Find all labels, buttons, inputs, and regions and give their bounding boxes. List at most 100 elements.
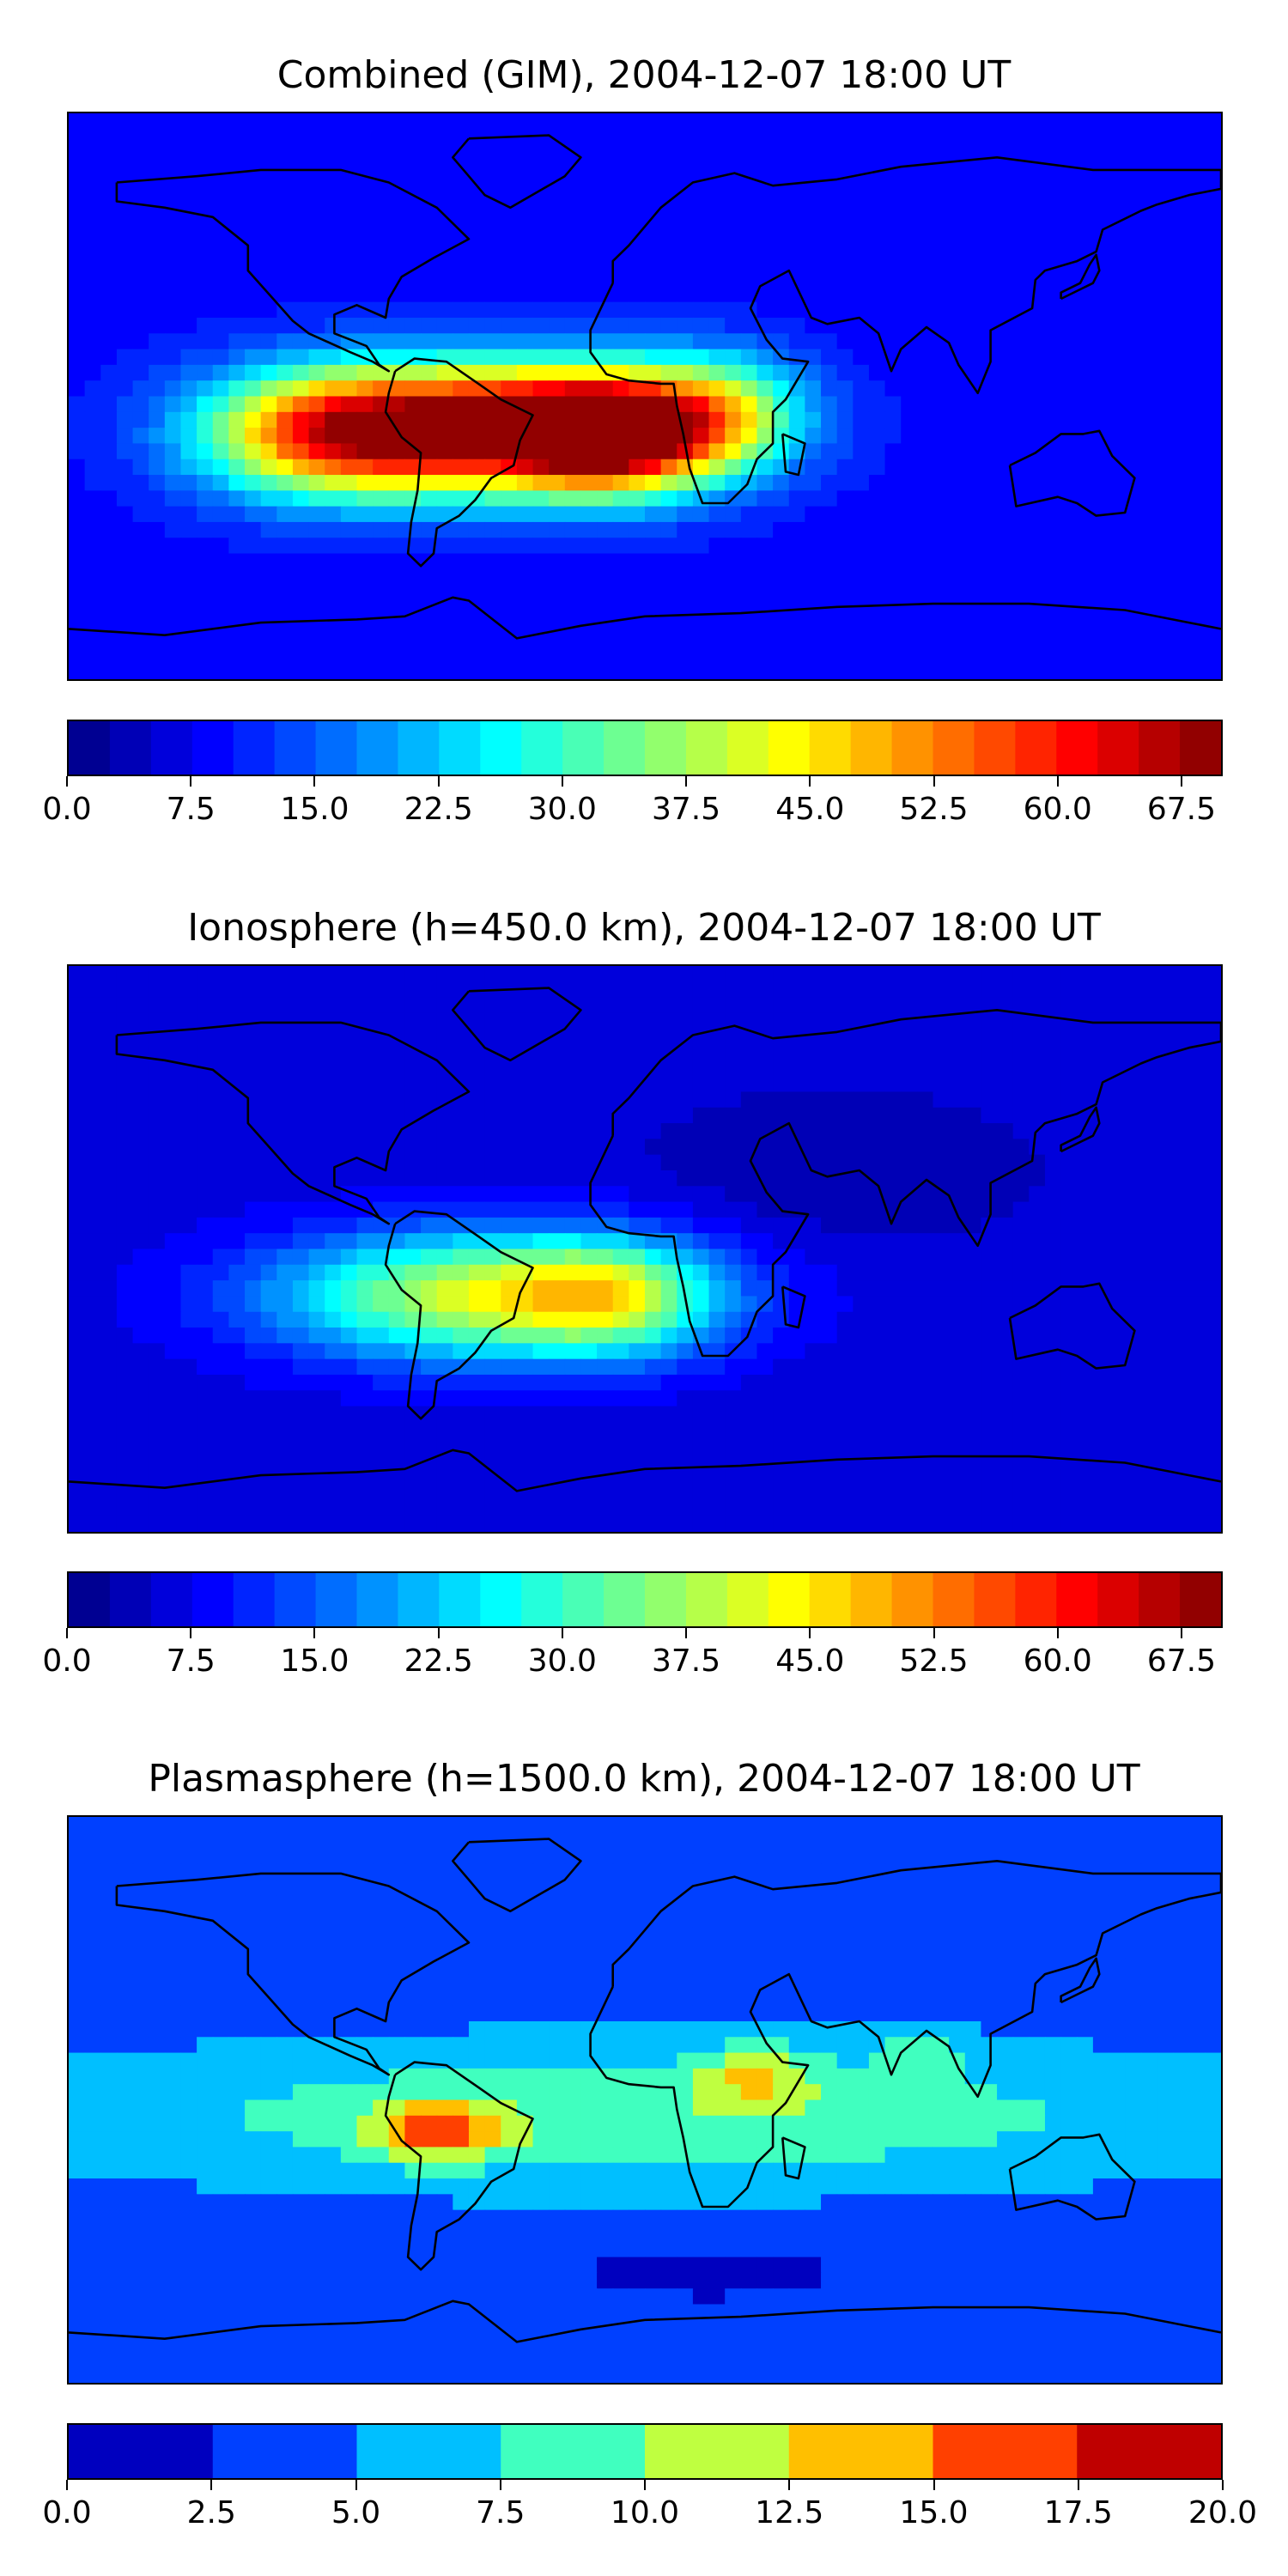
heatmap-cell [292,1264,310,1281]
heatmap-cell [756,663,774,679]
heatmap-cell [197,144,214,161]
japan-coastline [1060,253,1101,301]
heatmap-cell [260,333,277,350]
heatmap-cell [949,411,966,428]
heatmap-cell [916,1201,934,1218]
heatmap-cell [228,585,246,602]
colorbar-segment [645,721,687,775]
heatmap-cell [1109,1296,1126,1313]
heatmap-cell [821,1453,838,1470]
heatmap-cell [805,663,822,679]
heatmap-cell [197,333,214,350]
heatmap-cell [1140,1012,1158,1030]
heatmap-cell [325,1374,342,1391]
heatmap-cell [916,270,934,287]
heatmap-cell [740,428,758,445]
heatmap-cell [501,647,518,665]
heatmap-cell [949,1186,966,1203]
heatmap-cell [853,490,870,507]
heatmap-cell [197,475,214,491]
heatmap-cell [788,1107,805,1124]
heatmap-cell [629,1091,646,1109]
heatmap-cell [660,223,677,240]
heatmap-cell [805,396,822,413]
heatmap-cell [1157,1139,1174,1156]
heatmap-cell [916,553,934,570]
heatmap-cell [549,1044,566,1061]
heatmap-cell [1140,966,1158,982]
heatmap-cell [1060,160,1078,177]
heatmap-cell [501,600,518,617]
heatmap-cell [212,538,229,555]
heatmap-cell [773,1154,790,1171]
heatmap-cell [660,317,677,334]
heatmap-cell [436,349,453,366]
heatmap-cell [69,538,86,555]
heatmap-cell [1077,1139,1094,1156]
heatmap-cell [1173,647,1190,665]
heatmap-cell [388,966,406,982]
heatmap-cell [388,475,406,491]
heatmap-cell [868,1217,886,1234]
heatmap-cell [245,1264,262,1281]
heatmap-cell [692,1374,710,1391]
heatmap-cell [308,1327,325,1344]
heatmap-cell [836,1233,854,1250]
heatmap-cell [756,1091,774,1109]
heatmap-cell [708,997,726,1014]
heatmap-cell [69,647,86,665]
heatmap-cell [164,1327,182,1344]
heatmap-cell [884,207,902,224]
heatmap-cell [1188,1107,1206,1124]
heatmap-cell [1188,1091,1206,1109]
heatmap-cell [1125,997,1142,1014]
heatmap-cell [549,997,566,1014]
heatmap-cell [916,663,934,679]
heatmap-cell [132,1296,149,1313]
heatmap-cell [1029,1186,1046,1203]
heatmap-cell [276,207,294,224]
heatmap-cell [484,1311,501,1328]
heatmap-cell [116,1406,134,1423]
heatmap-cell [1092,997,1110,1014]
heatmap-cell [516,1233,534,1250]
heatmap-cell [981,1311,998,1328]
heatmap-cell [597,616,614,633]
heatmap-cell [805,207,822,224]
heatmap-cell [1012,380,1030,398]
heatmap-cell [468,1296,486,1313]
heatmap-cell [645,1249,662,1266]
heatmap-cell [325,1170,342,1187]
heatmap-cell [692,1044,710,1061]
heatmap-cell [212,966,229,982]
heatmap-cell [981,475,998,491]
heatmap-cell [853,538,870,555]
heatmap-cell [245,270,262,287]
heatmap-cell [180,663,197,679]
heatmap-cell [964,254,982,271]
heatmap-cell [677,1437,694,1455]
colorbar-segment [1139,721,1181,775]
heatmap-cell [549,1327,566,1344]
heatmap-cell [180,506,197,523]
heatmap-cell [756,616,774,633]
heatmap-cell [645,966,662,982]
heatmap-cell [884,1233,902,1250]
heatmap-cell [692,113,710,130]
heatmap-cell [1109,1107,1126,1124]
colorbar-segment [439,721,481,775]
heatmap-cell [612,981,629,999]
heatmap-cell [901,349,918,366]
heatmap-cell [788,239,805,256]
heatmap-cell [501,616,518,633]
north-america-coastline [115,168,471,373]
heatmap-cell [1092,1029,1110,1046]
heatmap-cell [597,1012,614,1030]
heatmap-cell [612,1091,629,1109]
heatmap-cell [245,1217,262,1234]
heatmap-cell [1044,1249,1062,1266]
heatmap-cell [1157,647,1174,665]
heatmap-cell [468,1186,486,1203]
heatmap-cell [132,1186,149,1203]
heatmap-cell [1029,333,1046,350]
